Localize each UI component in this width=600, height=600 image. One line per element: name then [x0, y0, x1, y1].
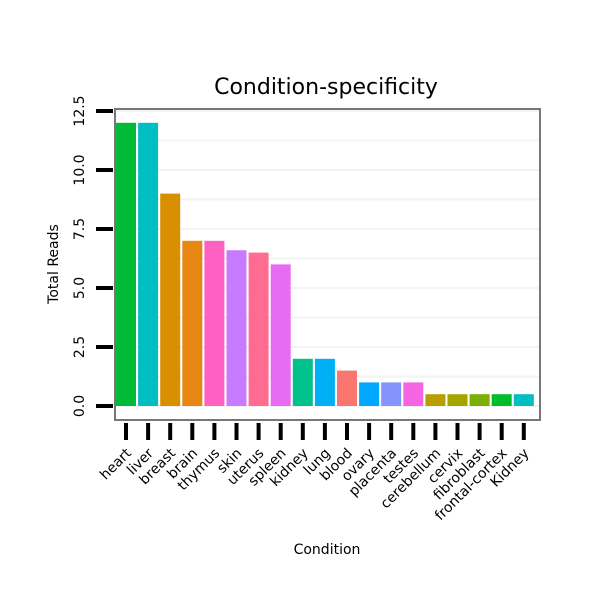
y-tick-label: 2.5 [72, 336, 88, 358]
chart-title: Condition-specificity [214, 75, 438, 100]
y-tick-label: 0.0 [72, 395, 88, 417]
bar-brain [182, 240, 203, 406]
bar-thymus [204, 240, 225, 406]
bar-heart [116, 122, 136, 407]
bar-kidney [513, 394, 534, 406]
bar-ovary [359, 382, 380, 406]
bar-placenta [381, 382, 402, 406]
bar-blood [337, 370, 357, 406]
bar-uterus [248, 252, 269, 406]
bar-frontal-cortex [491, 394, 512, 406]
y-tick-label: 12.5 [72, 95, 88, 126]
y-axis: 0.0 2.5 5.0 7.5 10.0 12.5 [72, 95, 113, 417]
y-tick-label: 5.0 [72, 277, 88, 299]
y-tick-label: 7.5 [72, 218, 88, 240]
bar-skin [226, 250, 247, 406]
bars-group [116, 122, 534, 407]
plot-frame [114, 108, 541, 421]
bar-fibroblast [469, 394, 490, 406]
bar-testes [403, 382, 424, 406]
bar-lung [314, 358, 335, 406]
bar-spleen [270, 264, 291, 406]
bar-liver [138, 122, 159, 407]
bar-kidney [292, 358, 313, 406]
bar-cerebellum [425, 394, 446, 406]
y-tick-label: 10.0 [72, 154, 88, 185]
bar-breast [160, 193, 181, 406]
x-axis: heartliverbreastbrainthymusskinuterusspl… [97, 423, 533, 524]
bar-cervix [447, 394, 468, 406]
x-axis-label: Condition [294, 542, 361, 558]
y-axis-label: Total Reads [46, 224, 62, 305]
